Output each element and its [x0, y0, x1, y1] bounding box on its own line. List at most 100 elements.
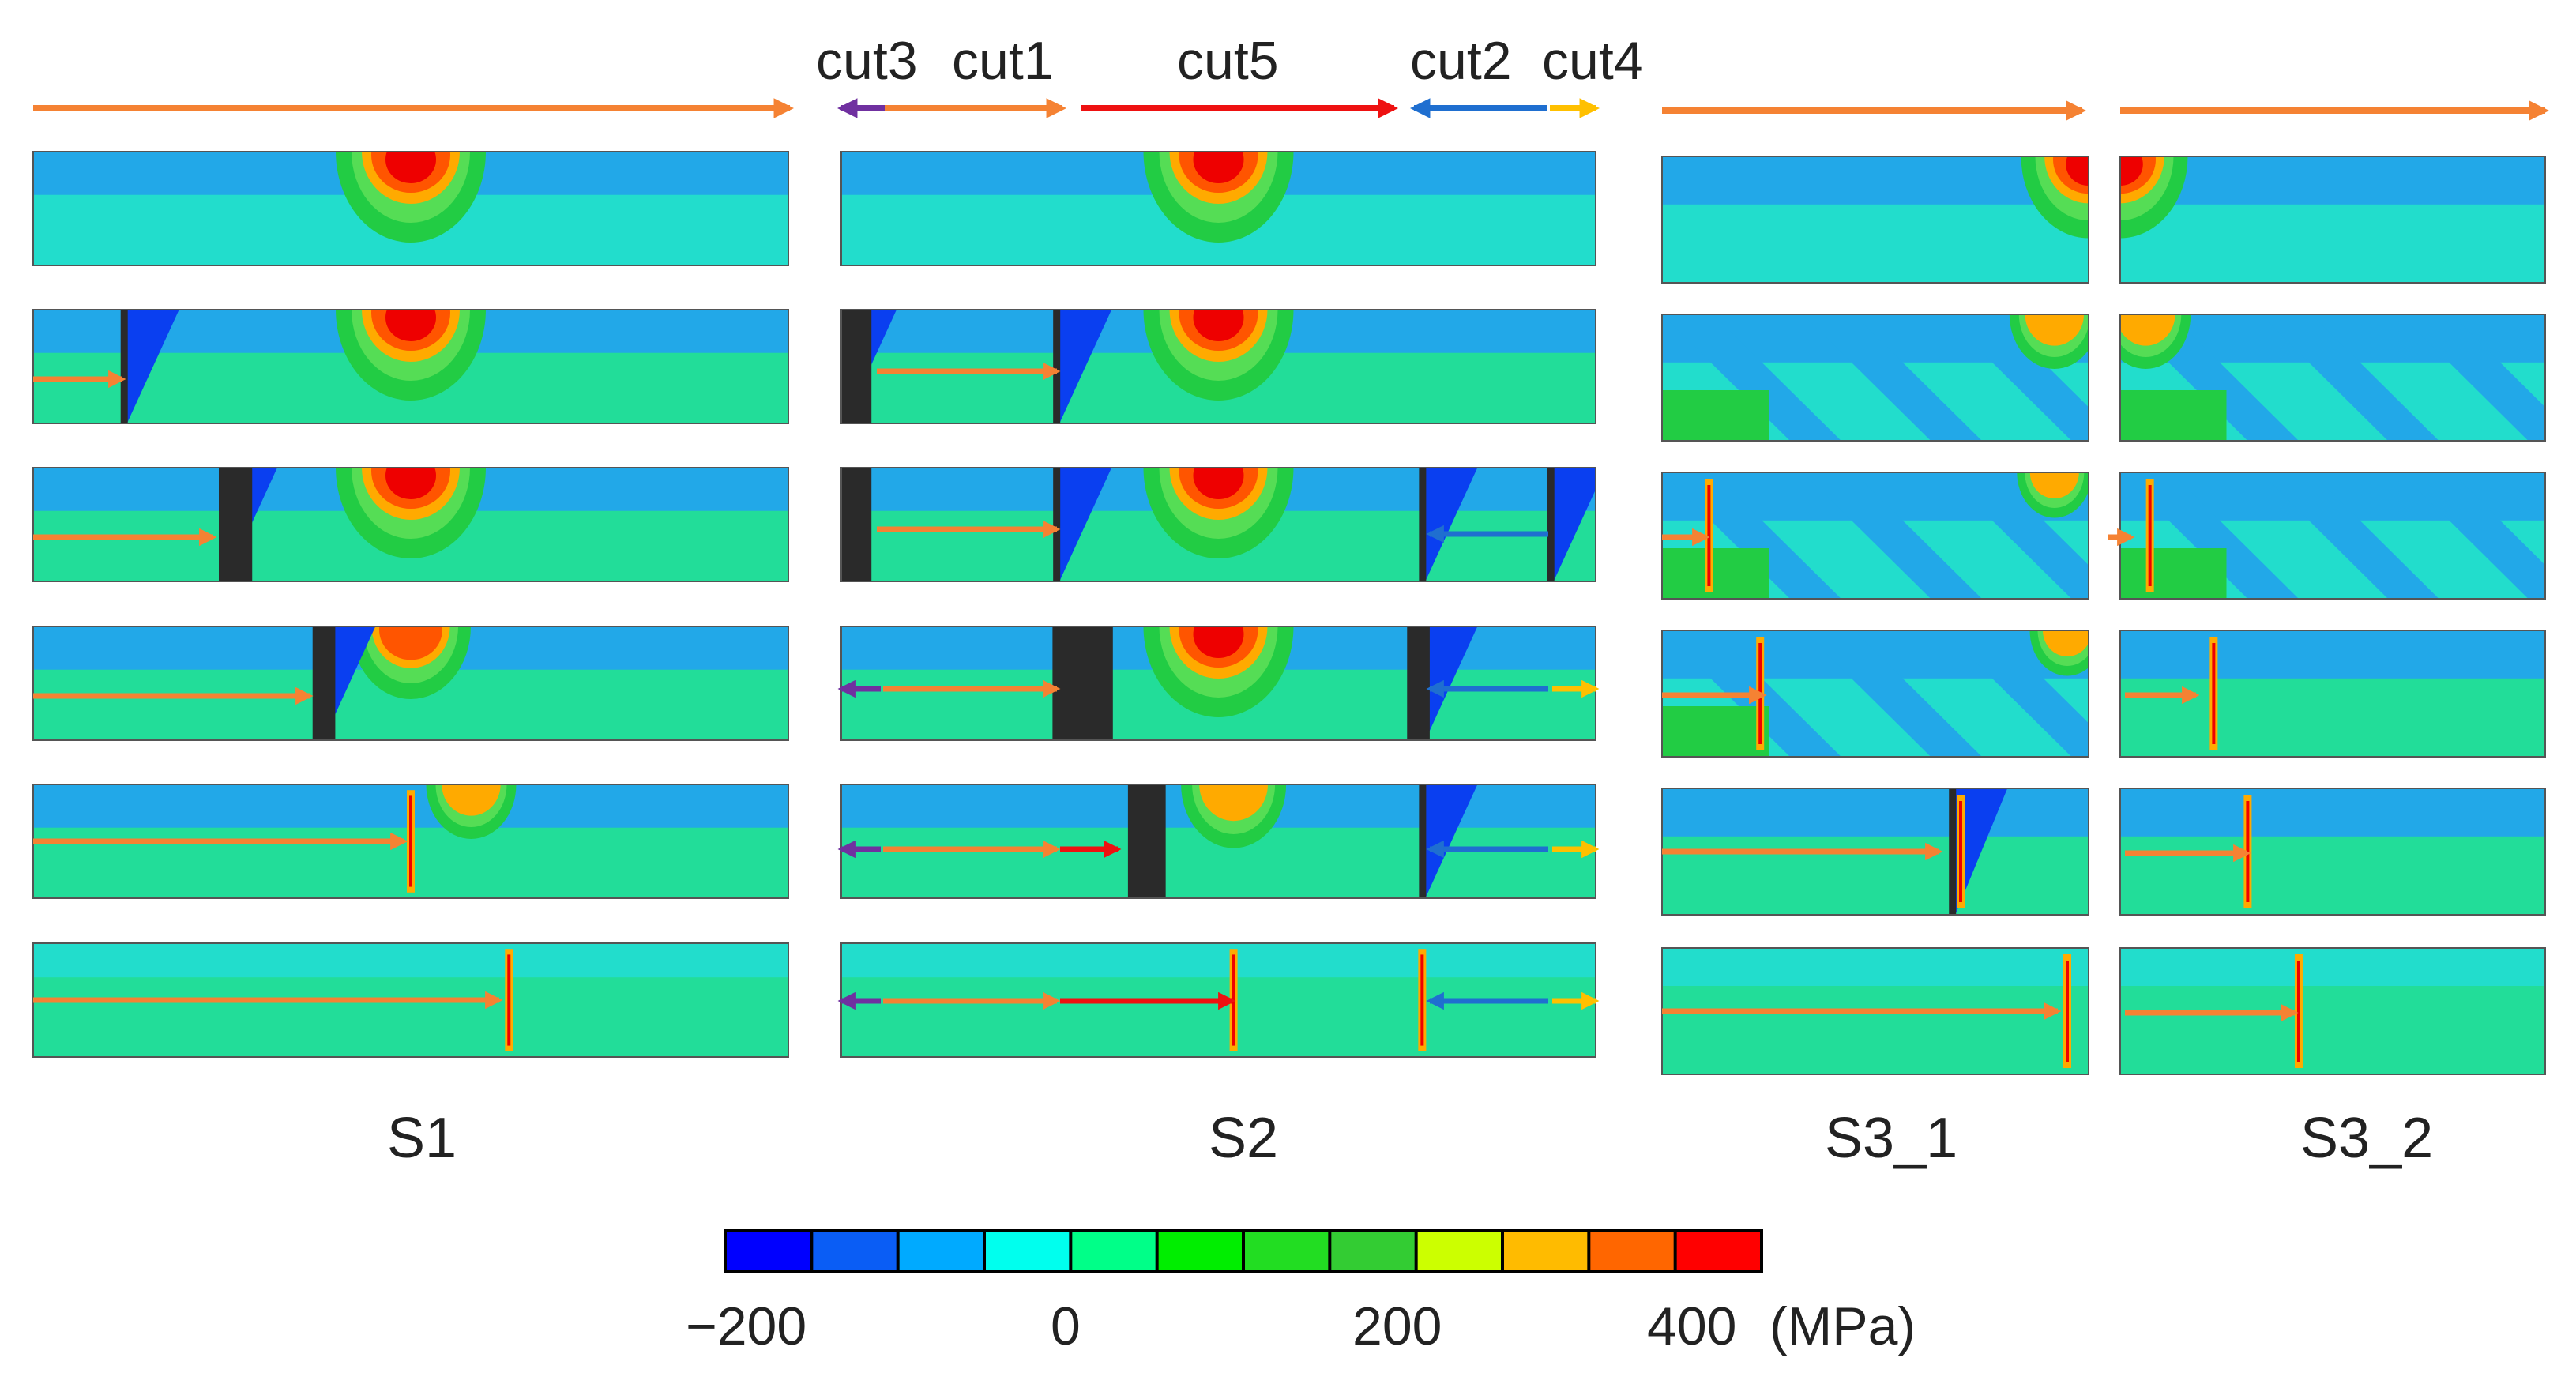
cut-line [1949, 788, 1957, 915]
panel-border [32, 151, 789, 266]
contour-diagonal-band [2540, 472, 2545, 477]
contour-green-region [841, 977, 1596, 1057]
hot-spot-orange [2025, 314, 2084, 346]
contour-diagonal-band [2260, 472, 2439, 599]
contour-panel [1662, 630, 2089, 757]
contour-top-band [2120, 788, 2545, 837]
panel-border [840, 309, 1596, 424]
panel-border [2119, 314, 2546, 442]
cut-dark-block [841, 468, 872, 581]
contour-panel [33, 468, 788, 581]
contour-diagonal-band [2260, 314, 2439, 441]
colorbar-segment [984, 1231, 1071, 1272]
contour-green-corner [1662, 390, 1769, 441]
contour-panel [841, 152, 1596, 265]
hot-spot-red [1193, 468, 1244, 499]
contour-green-corner [1662, 706, 1769, 757]
cut3-label: cut3 [816, 31, 918, 91]
contour-diagonal-band [1803, 630, 1982, 757]
panel-border [32, 309, 789, 424]
cut2-label: cut2 [1410, 31, 1512, 91]
hot-spot-orange [442, 784, 501, 816]
panel-border [840, 151, 1596, 266]
panel-border [2119, 156, 2546, 284]
colorbar-border [724, 1229, 1763, 1273]
cut5-label: cut5 [1177, 31, 1279, 91]
cut4-label: cut4 [1542, 31, 1644, 91]
contour-green-corner [2120, 390, 2227, 441]
colorbar-tick-label: −200 [686, 1296, 807, 1356]
panel-border [2119, 788, 2546, 916]
contour-green-region [2120, 986, 2545, 1074]
section-label-s2: S2 [1209, 1107, 1279, 1170]
cut-dark-block [1127, 784, 1166, 898]
contour-diagonal-band [1662, 314, 1841, 441]
hot-spot-red [2066, 156, 2089, 186]
colorbar-segment [1675, 1231, 1762, 1272]
contour-diagonal-band [1943, 314, 2089, 441]
contour-top-band [2120, 630, 2545, 679]
crack-front-core [1959, 801, 1962, 902]
panel-border [32, 467, 789, 582]
cut-dark-block [312, 626, 336, 740]
cut-dark-block [1052, 626, 1113, 740]
cut-dark-block [222, 468, 253, 581]
cut-blue-fan [1422, 626, 1478, 740]
section-label-s1: S1 [387, 1107, 457, 1170]
colorbar-segment [1589, 1231, 1675, 1272]
hot-spot-orange [2120, 314, 2175, 346]
colorbar-segment [1156, 1231, 1243, 1272]
contour-panel [841, 626, 1596, 740]
cut-blue-fan [1056, 468, 1112, 581]
contour-top-band [1662, 156, 2089, 205]
hot-spot-red [385, 152, 436, 183]
cut-dark-block [841, 310, 872, 423]
cut-line [120, 310, 128, 423]
cut-blue-fan [1550, 468, 1596, 581]
contour-diagonal-band [2401, 472, 2545, 599]
contour-panel [841, 310, 1596, 423]
hot-spot-red [1193, 626, 1244, 658]
crack-front-core [2212, 643, 2216, 744]
colorbar-tick-label: 400 [1647, 1296, 1737, 1356]
hot-spot-orange [1199, 784, 1268, 822]
cut-dark-block [1407, 626, 1430, 740]
contour-green-region [2120, 668, 2545, 757]
contour-diagonal-band [1943, 472, 2089, 599]
crack-front-core [409, 795, 412, 887]
contour-diagonal-band [2120, 472, 2299, 599]
contour-panel [33, 152, 788, 265]
section-label-s3-2: S3_2 [2300, 1107, 2434, 1170]
crack-front-core [2296, 961, 2300, 1062]
contour-diagonal-band [1803, 472, 1982, 599]
section-label-s3-1: S3_1 [1825, 1107, 1958, 1170]
cut-line [1419, 784, 1427, 898]
contour-panel [33, 310, 788, 423]
crack-front-core [2148, 485, 2152, 586]
cut-blue-fan [1422, 468, 1478, 581]
hot-spot-red [2120, 156, 2143, 186]
crack-front-core [1232, 954, 1235, 1046]
hot-spot-red [1193, 152, 1244, 183]
crack-front-core [1420, 954, 1424, 1046]
cut-blue-fan [1952, 788, 2008, 915]
cut-blue-fan [123, 310, 179, 423]
hot-spot-red [1193, 310, 1244, 341]
panel-border [2119, 630, 2546, 758]
hot-spot-red [385, 468, 436, 499]
cut-line [1053, 468, 1061, 581]
hot-spot-darkorange [379, 626, 442, 660]
contour-panel [33, 626, 788, 740]
contour-green-region [1662, 986, 2089, 1074]
panel-border [32, 626, 789, 741]
panel-border [2119, 947, 2546, 1075]
colorbar-tick-label: 0 [1051, 1296, 1081, 1356]
cut-line [1053, 310, 1061, 423]
contour-panel [2120, 314, 2545, 441]
contour-top-band [2120, 156, 2545, 205]
panel-border [1661, 314, 2089, 442]
contour-panel [841, 784, 1596, 898]
colorbar-segment [1329, 1231, 1416, 1272]
cut-line [1547, 468, 1555, 581]
